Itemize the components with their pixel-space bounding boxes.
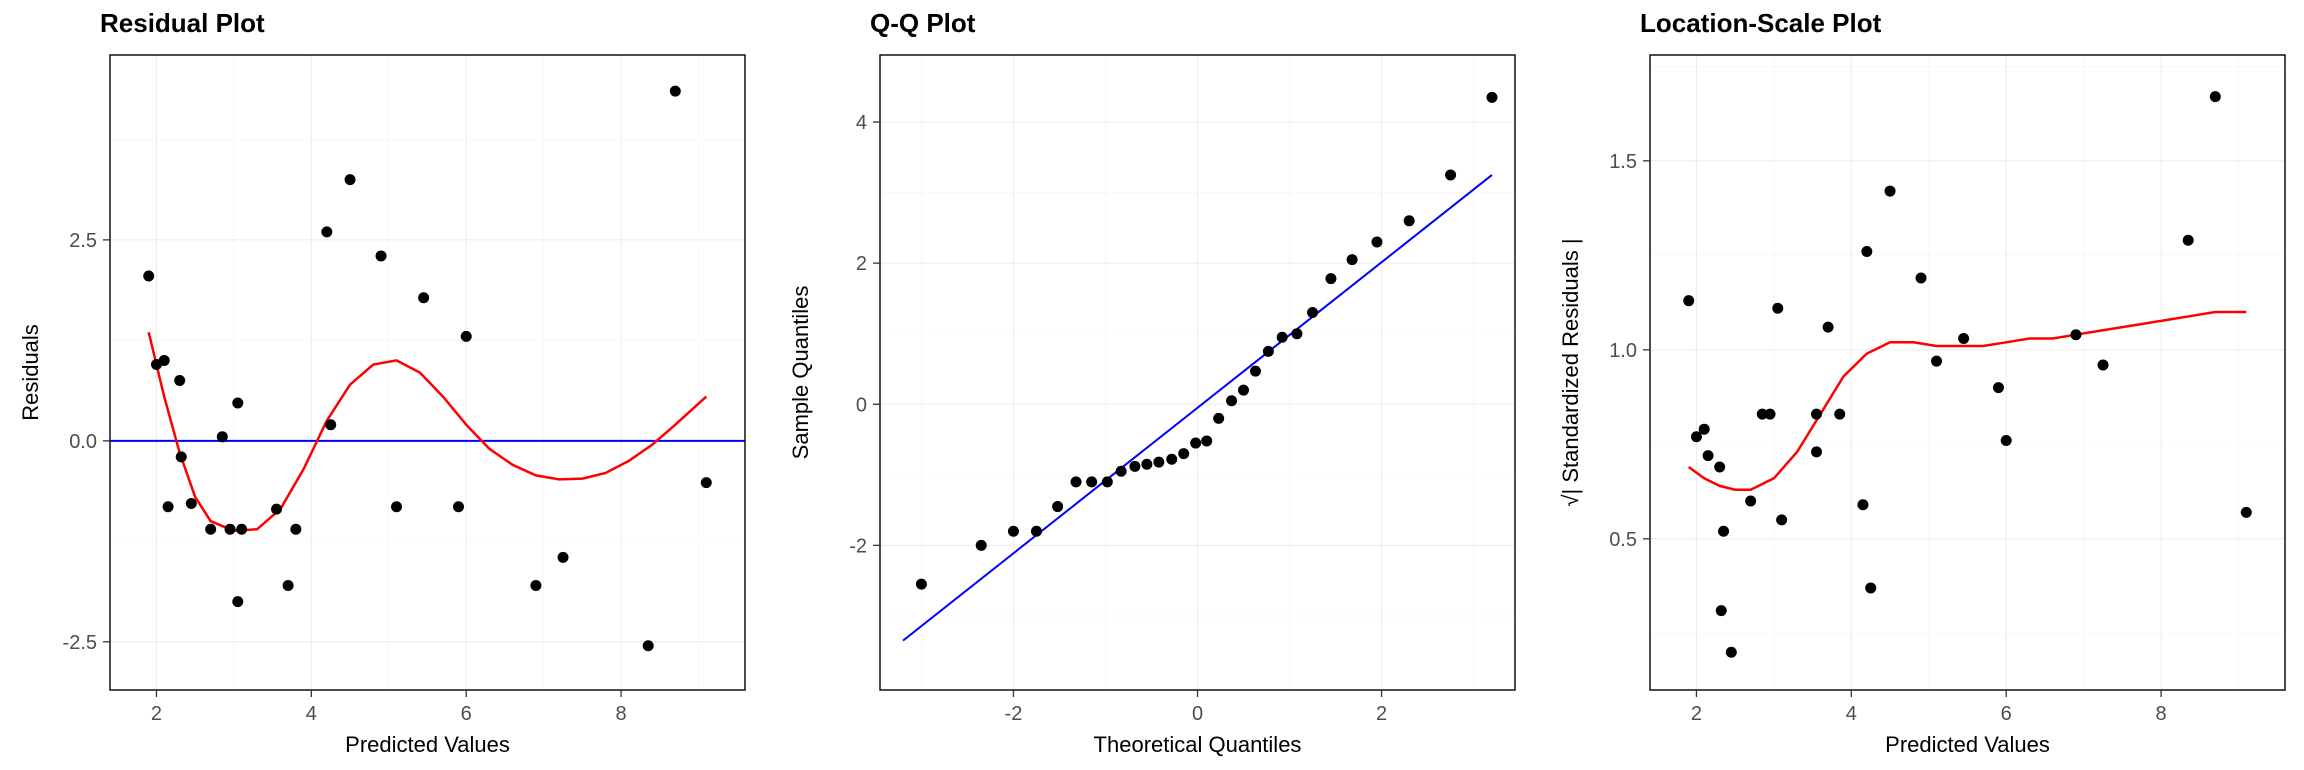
svg-text:6: 6 — [2001, 703, 2012, 725]
svg-text:8: 8 — [2156, 703, 2167, 725]
svg-text:2.5: 2.5 — [69, 230, 97, 252]
qq-plot-panel: Q-Q Plot -2 0 2 -2 0 2 4 Theoretical Quantiles S… — [770, 0, 1540, 768]
residual-plot-title: Residual Plot — [100, 8, 265, 39]
svg-text:4: 4 — [306, 703, 317, 725]
svg-text:2: 2 — [856, 253, 867, 275]
svg-text:1.5: 1.5 — [1609, 151, 1637, 173]
svg-text:0.5: 0.5 — [1609, 529, 1637, 551]
svg-text:4: 4 — [1846, 703, 1857, 725]
svg-text:Theoretical Quantiles: Theoretical Quantiles — [1094, 732, 1302, 757]
svg-text:8: 8 — [616, 703, 627, 725]
svg-text:-2: -2 — [1005, 703, 1023, 725]
location-scale-plot-title: Location-Scale Plot — [1640, 8, 1881, 39]
qq-plot-svg: -2 0 2 -2 0 2 4 Theoretical Quantiles Sample Qua… — [780, 10, 1530, 770]
qq-plot-title: Q-Q Plot — [870, 8, 975, 39]
svg-text:4: 4 — [856, 112, 867, 134]
svg-text:-2.5: -2.5 — [63, 632, 97, 654]
svg-text:-2: -2 — [849, 535, 867, 557]
svg-text:Predicted Values: Predicted Values — [345, 732, 510, 757]
location-scale-plot-panel: Location-Scale Plot 2 4 6 8 0.5 1.0 1.5 Predict… — [1540, 0, 2304, 768]
svg-text:0: 0 — [1192, 703, 1203, 725]
svg-text:2: 2 — [1376, 703, 1387, 725]
svg-text:Sample Quantiles: Sample Quantiles — [788, 286, 813, 460]
residual-plot-svg: 2 4 6 8 -2.5 0.0 2.5 Predicted Values Residuals — [10, 10, 760, 770]
residual-plot-panel: Residual Plot 2 4 6 8 -2.5 0.0 2.5 Predicted Va… — [0, 0, 770, 768]
svg-text:2: 2 — [151, 703, 162, 725]
svg-text:1.0: 1.0 — [1609, 340, 1637, 362]
svg-text:0.0: 0.0 — [69, 431, 97, 453]
svg-text:6: 6 — [461, 703, 472, 725]
svg-text:0: 0 — [856, 394, 867, 416]
svg-text:2: 2 — [1691, 703, 1702, 725]
location-scale-plot-svg: 2 4 6 8 0.5 1.0 1.5 Predicted Values √| Standard… — [1550, 10, 2300, 770]
svg-text:Predicted Values: Predicted Values — [1885, 732, 2050, 757]
svg-text:√| Standardized Residuals |: √| Standardized Residuals | — [1558, 238, 1583, 506]
svg-text:Residuals: Residuals — [18, 324, 43, 421]
